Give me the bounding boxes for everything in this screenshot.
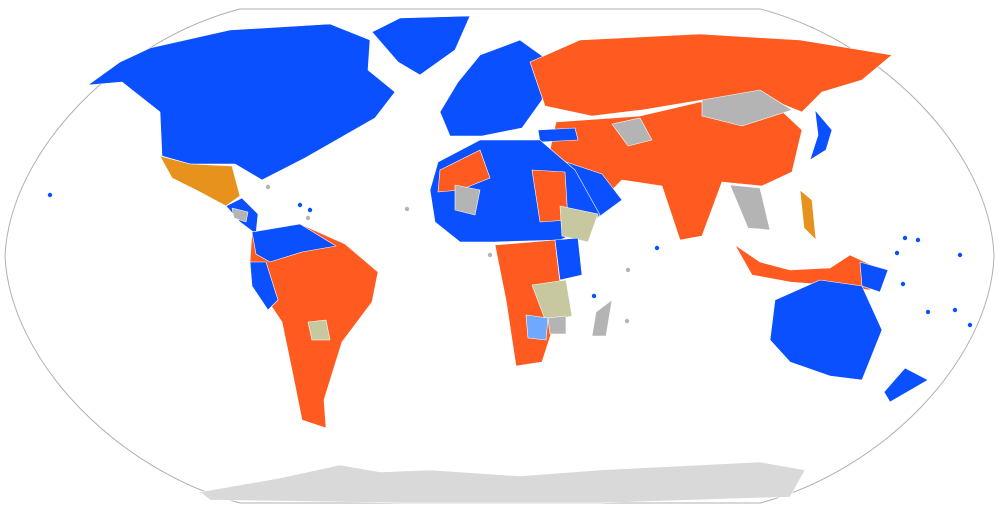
region-zimbabwe [547, 315, 567, 335]
region-antarctica [199, 461, 806, 504]
region-colombia-venezuela [251, 223, 337, 263]
island-marker [307, 207, 313, 213]
island-marker [265, 184, 271, 190]
region-russia [529, 33, 893, 117]
region-madagascar [591, 299, 613, 337]
region-new-zealand [883, 367, 929, 403]
region-mongolia [701, 89, 793, 127]
island-marker [625, 267, 631, 273]
region-horn-khaki [559, 205, 599, 243]
island-marker [624, 318, 630, 324]
island-marker [952, 307, 958, 313]
island-marker [404, 206, 410, 212]
region-africa-west-red [437, 149, 491, 193]
region-australia [769, 279, 883, 381]
island-marker [297, 202, 303, 208]
island-marker [925, 309, 931, 315]
region-papua [859, 261, 889, 293]
region-indochina [729, 184, 771, 231]
region-africa-gray [454, 184, 481, 216]
region-peru-ecuador [249, 261, 279, 311]
region-caribbean-gray [231, 207, 249, 223]
region-paraguay [307, 319, 331, 341]
island-marker [902, 235, 908, 241]
region-greenland [371, 15, 471, 76]
region-mexico [159, 155, 241, 207]
island-marker [894, 250, 900, 256]
island-marker [957, 252, 963, 258]
region-japan [809, 109, 833, 161]
region-botswana [525, 314, 549, 341]
island-marker [47, 192, 53, 198]
region-north-america [87, 23, 396, 181]
region-east-africa [554, 237, 583, 281]
island-marker [487, 252, 493, 258]
island-marker [305, 215, 311, 221]
region-philippines [799, 189, 817, 241]
island-marker [591, 293, 597, 299]
island-marker [915, 237, 921, 243]
region-zambia-khaki [531, 279, 573, 323]
region-central-asia-gray [611, 117, 653, 147]
island-marker [967, 322, 973, 328]
region-turkey [537, 127, 579, 143]
island-marker [900, 281, 906, 287]
island-marker [654, 245, 660, 251]
island-marker [817, 285, 823, 291]
